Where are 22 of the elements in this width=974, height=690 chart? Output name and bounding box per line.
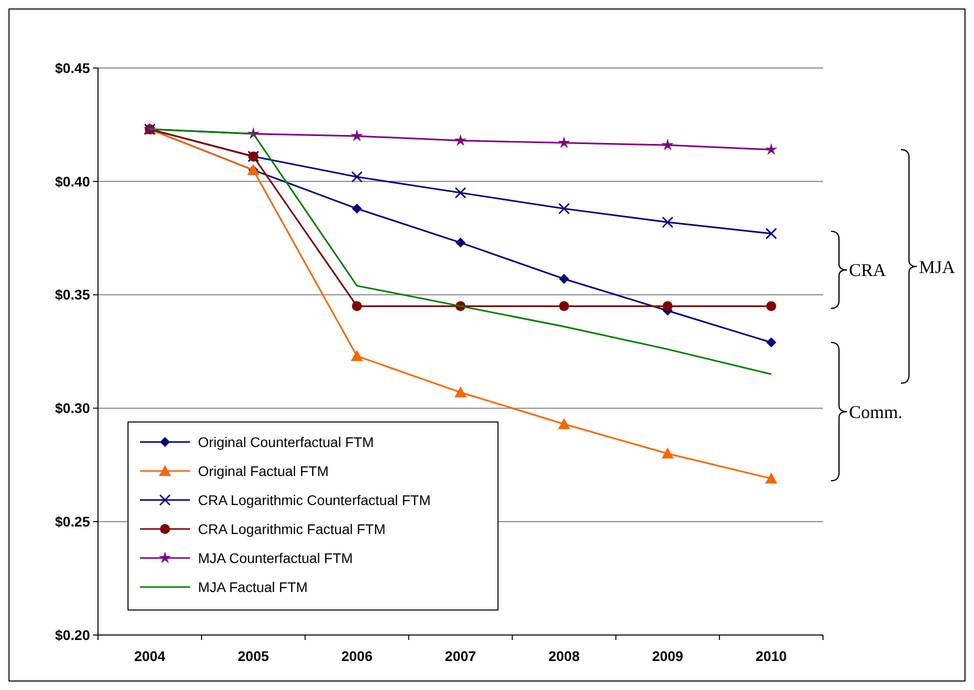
legend-label: CRA Logarithmic Factual FTM [198, 520, 386, 537]
y-tick-label: $0.25 [54, 514, 90, 530]
y-tick-label: $0.30 [54, 400, 90, 416]
legend-label: Original Counterfactual FTM [198, 434, 374, 450]
text: Comm. [849, 402, 903, 422]
y-tick-label: $0.20 [54, 626, 90, 643]
legend-label: Original Factual FTM [198, 462, 329, 479]
y-tick-label: $0.35 [54, 286, 90, 303]
x-tick-label: 2005 [238, 648, 270, 664]
x-tick-label: 2009 [652, 648, 684, 664]
text: MJA [919, 256, 956, 277]
y-tick-label: $0.45 [54, 60, 90, 76]
x-tick-label: 2006 [341, 648, 373, 664]
x-tick-label: 2008 [548, 648, 580, 664]
x-tick-label: 2004 [134, 648, 166, 664]
legend-label: MJA Factual FTM [198, 578, 308, 595]
legend-label: MJA Counterfactual FTM [198, 550, 353, 566]
legend-label: CRA Logarithmic Counterfactual FTM [198, 492, 431, 508]
x-tick-label: 2010 [756, 648, 787, 664]
text: CRA [849, 260, 886, 280]
y-tick-label: $0.40 [54, 173, 90, 190]
x-tick-label: 2007 [444, 648, 476, 664]
